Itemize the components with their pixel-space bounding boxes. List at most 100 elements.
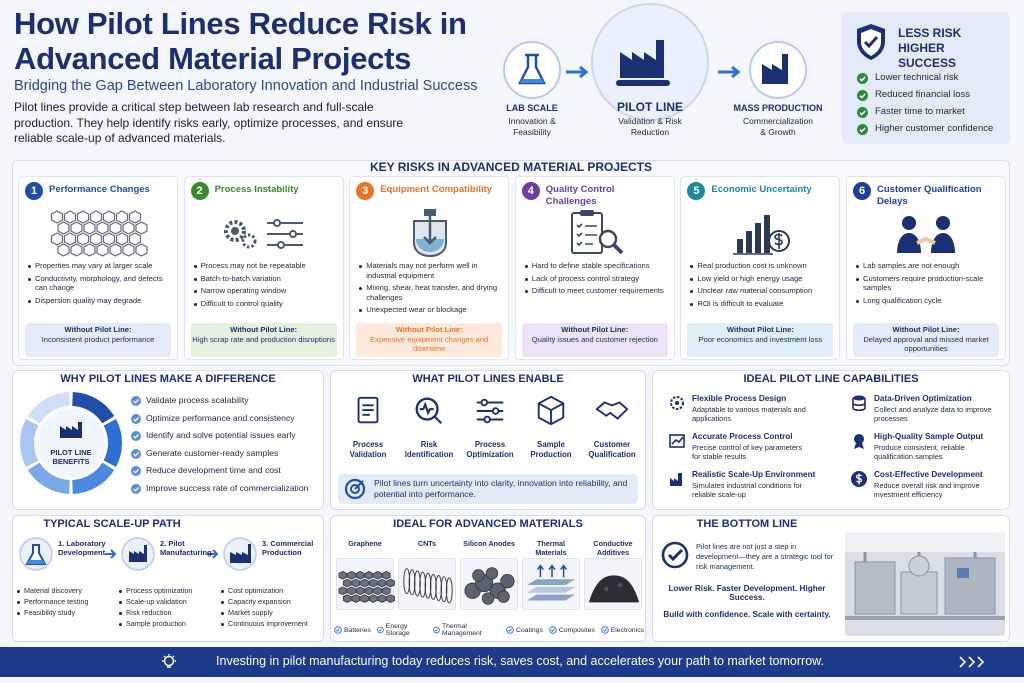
enable-note: Pilot lines turn uncertainty into clarit…: [374, 478, 628, 499]
graphic-part: [675, 401, 679, 405]
graphic-part: [131, 431, 141, 441]
graphic-part: [377, 626, 384, 634]
graphic-part: [105, 549, 117, 559]
risk-bullets: Lab samples are not enough Customers requ…: [855, 261, 1001, 308]
capability-title: Cost-Effective Development: [874, 470, 983, 479]
equipment-photo: [845, 532, 1005, 636]
graphic-part: [667, 548, 684, 562]
graphic-part: [207, 549, 219, 559]
graphic-part: [135, 243, 148, 257]
bottom-closing: Build with confidence. Scale with certai…: [663, 610, 831, 619]
step-items: Cost optimization Capacity expansion Marke…: [220, 586, 320, 630]
graphic-part: [855, 473, 863, 485]
icon: [668, 432, 686, 450]
benefit-item: Faster time to market: [875, 106, 965, 117]
application: Thermal Management: [433, 623, 500, 637]
graphic-part: [600, 626, 609, 634]
graphic-part: [576, 223, 597, 247]
risk-card: 1 Performance Changes Properties may vary …: [18, 176, 178, 360]
graphic-part: [845, 532, 1005, 552]
material-frame: [460, 558, 518, 610]
enable-item: Risk Identification: [404, 440, 454, 459]
graphic-part: [76, 232, 90, 246]
graphic-part: [508, 628, 513, 632]
risk-bullets: Properties may vary at larger scale Condu…: [27, 261, 173, 308]
why-item: Generate customer-ready samples: [146, 447, 279, 458]
graphic-part: [334, 626, 342, 634]
material-frame: [522, 558, 580, 610]
graphic-part: [377, 626, 384, 634]
graphic-part: [70, 243, 83, 257]
graphic-part: [355, 571, 365, 580]
graphic-part: [347, 586, 356, 596]
graphic-part: [357, 396, 379, 424]
graphic-part: [503, 3, 807, 121]
arrow: [104, 548, 118, 560]
risk-bullet: Materials may not perform well in indust…: [358, 261, 504, 280]
graphic-part: [669, 434, 685, 448]
icon: [668, 470, 686, 488]
risk-bullet: Hard to define stable specifications: [524, 261, 670, 271]
icon: [668, 394, 686, 412]
material-label: Thermal Materials: [535, 539, 567, 557]
graphic-part: [133, 434, 139, 439]
graphic-part: [902, 216, 916, 230]
risk-bullet: Conductivity, morphology, and defects ca…: [27, 274, 173, 293]
risk-bullet: Mixing, shear, heat transfer, and drying…: [358, 283, 504, 302]
flow-label: PILOT LINE: [617, 100, 683, 114]
graphic-part: [854, 434, 864, 449]
step-item: Sample production: [118, 619, 218, 628]
graphic-part: [526, 564, 576, 601]
graphic-part: [845, 532, 1005, 636]
graphic-part: [762, 54, 788, 84]
graphic-part: [50, 210, 64, 224]
without-box: Without Pilot Line: Expensive equipment c…: [356, 323, 503, 357]
application-label: Electronics: [610, 626, 644, 634]
title: How Pilot Lines Reduce Risk in Advanced …: [14, 6, 467, 76]
step-items: Material discovery Performance testing Fea…: [16, 586, 116, 619]
material-label: CNTs: [417, 539, 437, 548]
icon: [853, 22, 889, 62]
graphic-part: [671, 436, 684, 445]
arrow: [206, 548, 220, 560]
graphic-part: [338, 586, 348, 596]
applications: Batteries Energy Storage Thermal Managemen…: [334, 623, 644, 637]
graphic-part: [103, 419, 122, 467]
step-items: Process optimization Scale-up validation R…: [118, 586, 218, 630]
graphic-part: [57, 243, 70, 257]
graphic-part: [944, 557, 996, 615]
graphic-part: [480, 398, 489, 407]
icon: [850, 432, 868, 450]
graphic-part: [76, 210, 90, 224]
enable-note-box: Pilot lines turn uncertainty into clarit…: [338, 474, 638, 504]
risk-bullet: Long qualification cycle: [855, 296, 1001, 306]
risk-bullet: Unexpected wear or blockage: [358, 305, 504, 315]
graphic-part: [102, 210, 116, 224]
graphic-part: [57, 221, 70, 235]
graphic-part: [620, 40, 664, 78]
graphic-part: [207, 549, 219, 559]
graphic-part: [959, 656, 985, 668]
risk-card: 2 Process Instability Process may not be r…: [183, 176, 344, 360]
risk-number: 1: [25, 182, 43, 200]
flow-label: MASS PRODUCTION: [733, 103, 823, 113]
graphic-part: [342, 578, 352, 588]
why-item: Optimize performance and consistency: [146, 412, 295, 423]
risk-bullets: Hard to define stable specifications Lack…: [524, 261, 670, 299]
graphic-part: [102, 232, 116, 246]
graphic-part: [570, 210, 624, 255]
graphic-part: [737, 239, 744, 253]
graphic-part: [109, 243, 122, 257]
step-item: Market supply: [220, 608, 320, 617]
graphic-part: [50, 232, 64, 246]
benefit-item: Lower technical risk: [875, 72, 959, 83]
check-icon: [600, 626, 609, 634]
graphic-part: [863, 552, 977, 562]
graphic-part: [854, 434, 864, 444]
capability-desc: Produce consistent, reliable qualificati…: [874, 443, 965, 461]
enable-item: Customer Qualification: [588, 440, 636, 459]
section-title: WHAT PILOT LINES ENABLE: [412, 373, 564, 385]
graphic-part: [670, 396, 684, 410]
graphic-part: [595, 401, 629, 420]
icon: [120, 536, 156, 572]
